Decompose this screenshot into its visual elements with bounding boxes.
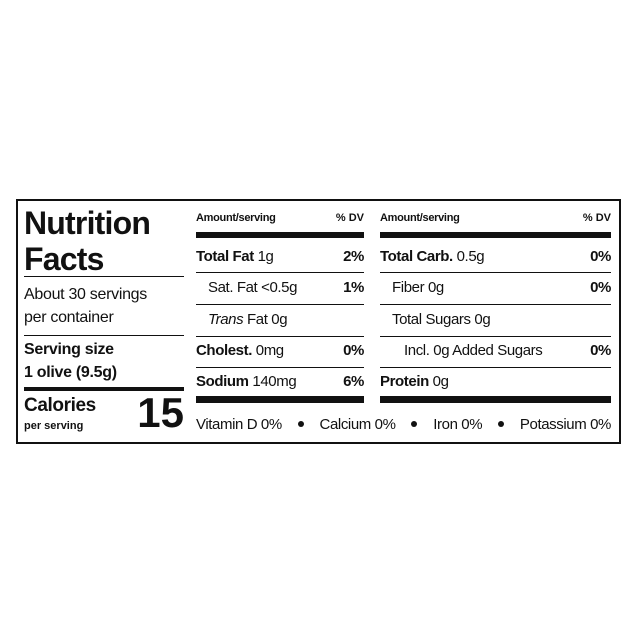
rule — [380, 367, 611, 368]
title: Nutrition — [24, 205, 151, 241]
nutrient-row: Protein 0g — [380, 371, 449, 393]
nutrient-row: Sat. Fat <0.5g — [208, 277, 297, 299]
nutrient-row: Total Carb. 0.5g — [380, 246, 485, 268]
nutrient-dv: 2% — [343, 248, 364, 265]
nutrient-name: Protein — [380, 373, 429, 390]
header-dv: % DV — [582, 212, 611, 224]
nutrient-dv: 0% — [343, 342, 364, 359]
vitamin: Potassium 0% — [519, 415, 611, 433]
header-amount: Amount/serving — [380, 212, 460, 224]
nutrient-row: Total Sugars 0g — [392, 309, 491, 331]
rule — [380, 304, 611, 305]
nutrient-amount: 0.5g — [456, 248, 485, 265]
rule — [380, 396, 611, 403]
rule — [24, 335, 184, 336]
serving-size-value: 1 olive (9.5g) — [24, 364, 117, 381]
nutrient-amount: 0mg — [255, 342, 284, 359]
rule — [380, 336, 611, 337]
servings: per container — [24, 309, 114, 326]
header-dv: % DV — [335, 212, 364, 224]
nutrient-amount: <0.5g — [261, 279, 298, 296]
bullet — [297, 421, 304, 427]
nutrient-dv: 0% — [590, 279, 611, 296]
nutrient-name: Total Carb. — [380, 248, 453, 265]
bullet — [411, 421, 418, 427]
nutrient-amount: 0g — [271, 311, 288, 328]
rule — [196, 304, 364, 305]
label-border — [16, 199, 621, 444]
nutrient-name-italic: Trans — [208, 311, 244, 328]
vitamin: Vitamin D 0% — [196, 415, 282, 433]
nutrient-dv: 0% — [590, 342, 611, 359]
nutrient-row: Total Fat 1g — [196, 246, 274, 268]
nutrient-name: Sat. Fat — [208, 279, 258, 296]
nutrient-amount: 1g — [257, 248, 274, 265]
servings: About 30 servings — [24, 286, 147, 303]
title: Facts — [24, 241, 104, 277]
rule — [24, 387, 184, 391]
nutrient-row: Trans Fat 0g — [208, 309, 288, 331]
rule — [196, 336, 364, 337]
nutrient-row: Incl. 0g Added Sugars — [404, 340, 543, 362]
calories-label: Calories — [24, 395, 96, 416]
nutrient-name: Incl. 0g Added Sugars — [404, 342, 543, 359]
nutrient-amount: 0g — [427, 279, 444, 296]
nutrient-name: Fat — [247, 311, 268, 328]
rule — [380, 232, 611, 238]
nutrient-name: Fiber — [392, 279, 425, 296]
nutrient-name: Total Sugars — [392, 311, 471, 328]
nutrient-dv: 1% — [343, 279, 364, 296]
nutrient-name: Sodium — [196, 373, 249, 390]
nutrient-row: Cholest. 0mg — [196, 340, 284, 362]
calories-value: 15 — [137, 389, 184, 436]
rule — [24, 276, 184, 277]
rule — [196, 232, 364, 238]
nutrient-name: Cholest. — [196, 342, 252, 359]
nutrient-row: Fiber 0g — [392, 277, 444, 299]
vitamin: Calcium 0% — [319, 415, 396, 433]
vitamins: Vitamin D 0% Calcium 0% Iron 0% Potassium 0… — [196, 413, 611, 435]
bullet — [498, 421, 505, 427]
nutrient-row: Sodium 140mg — [196, 371, 297, 393]
nutrient-dv: 0% — [590, 248, 611, 265]
vitamin: Iron 0% — [433, 415, 483, 433]
nutrient-dv: 6% — [343, 373, 364, 390]
calories-sublabel: per serving — [24, 420, 84, 432]
rule — [196, 396, 364, 403]
header-amount: Amount/serving — [196, 212, 276, 224]
serving-size-label: Serving size — [24, 341, 114, 358]
nutrient-name: Total Fat — [196, 248, 254, 265]
nutrient-amount: 0g — [432, 373, 449, 390]
rule — [196, 367, 364, 368]
nutrient-amount: 140mg — [252, 373, 297, 390]
rule — [196, 272, 364, 273]
rule — [380, 272, 611, 273]
nutrient-amount: 0g — [474, 311, 491, 328]
